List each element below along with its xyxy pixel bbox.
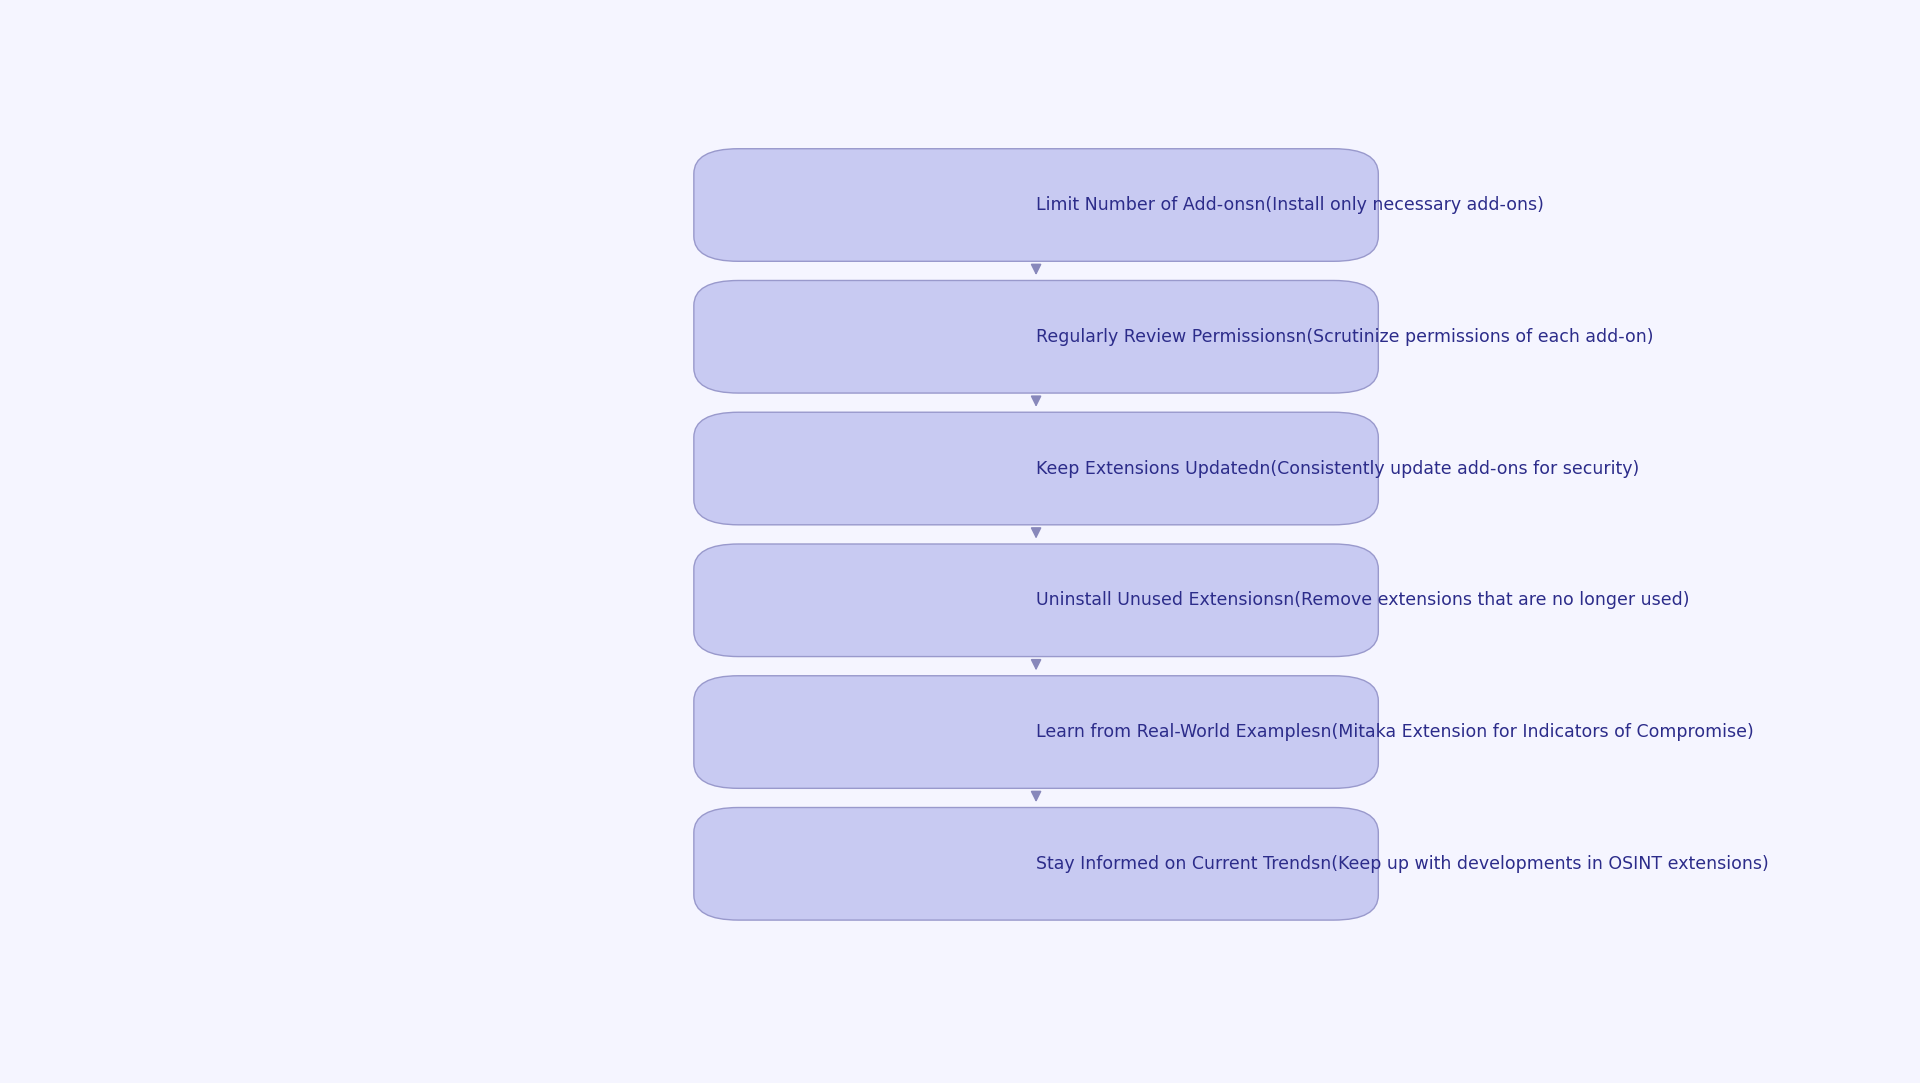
FancyBboxPatch shape bbox=[693, 148, 1379, 261]
FancyBboxPatch shape bbox=[693, 280, 1379, 393]
Text: Regularly Review Permissionsn(Scrutinize permissions of each add-on): Regularly Review Permissionsn(Scrutinize… bbox=[1037, 328, 1653, 345]
Text: Limit Number of Add-onsn(Install only necessary add-ons): Limit Number of Add-onsn(Install only ne… bbox=[1037, 196, 1544, 214]
FancyBboxPatch shape bbox=[693, 544, 1379, 656]
FancyBboxPatch shape bbox=[693, 413, 1379, 525]
Text: Keep Extensions Updatedn(Consistently update add-ons for security): Keep Extensions Updatedn(Consistently up… bbox=[1037, 459, 1640, 478]
Text: Learn from Real-World Examplesn(Mitaka Extension for Indicators of Compromise): Learn from Real-World Examplesn(Mitaka E… bbox=[1037, 723, 1753, 741]
FancyBboxPatch shape bbox=[693, 808, 1379, 921]
Text: Stay Informed on Current Trendsn(Keep up with developments in OSINT extensions): Stay Informed on Current Trendsn(Keep up… bbox=[1037, 854, 1768, 873]
FancyBboxPatch shape bbox=[693, 676, 1379, 788]
Text: Uninstall Unused Extensionsn(Remove extensions that are no longer used): Uninstall Unused Extensionsn(Remove exte… bbox=[1037, 591, 1690, 610]
